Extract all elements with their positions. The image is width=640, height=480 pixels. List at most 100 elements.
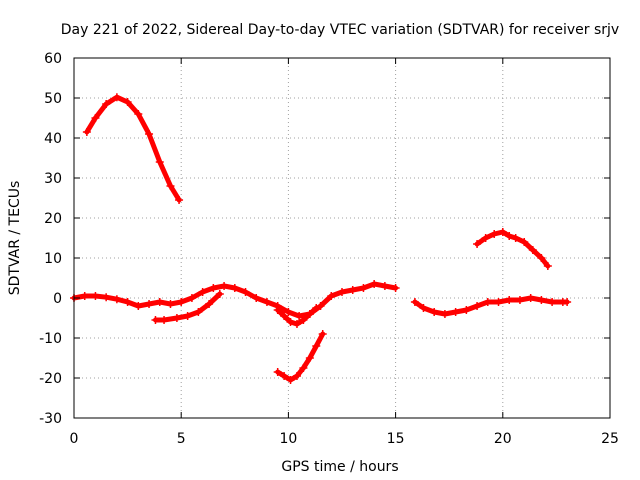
data-point <box>292 320 301 328</box>
data-point <box>280 312 289 320</box>
data-point <box>548 298 557 306</box>
data-point <box>543 262 552 270</box>
data-point <box>305 354 314 362</box>
data-point <box>205 300 214 308</box>
data-point <box>327 292 336 300</box>
data-point <box>528 246 537 254</box>
x-axis-label: GPS time / hours <box>281 459 398 475</box>
data-point <box>183 312 192 320</box>
data-point <box>299 316 308 324</box>
axis-ticks: 0 5 10 15 20 25 -30 -20 -10 0 10 20 30 40 50 60 <box>39 51 619 447</box>
data-point <box>419 304 428 312</box>
series-arc-4 <box>273 330 327 384</box>
data-point <box>273 306 282 314</box>
data-point <box>134 302 143 310</box>
data-point <box>198 288 207 296</box>
y-tick-label: -30 <box>39 411 62 427</box>
data-point <box>134 110 143 118</box>
x-tick-label: 20 <box>494 431 512 447</box>
data-point <box>515 296 524 304</box>
data-point <box>316 302 325 310</box>
data-series <box>70 93 572 384</box>
data-point <box>481 234 490 242</box>
data-point <box>286 318 295 326</box>
x-tick-label: 25 <box>601 431 619 447</box>
y-tick-label: 10 <box>44 251 62 267</box>
y-tick-label: 20 <box>44 211 62 227</box>
data-point <box>102 293 111 302</box>
y-tick-label: 30 <box>44 171 62 187</box>
data-point <box>123 298 132 306</box>
data-point <box>241 288 250 296</box>
series-arc-1 <box>82 93 184 204</box>
data-point <box>172 314 181 322</box>
data-point <box>563 298 572 306</box>
y-tick-label: -10 <box>39 331 62 347</box>
data-point <box>160 316 169 324</box>
x-tick-label: 15 <box>387 431 405 447</box>
data-point <box>145 300 154 308</box>
data-point <box>252 294 261 302</box>
data-point <box>166 300 175 308</box>
data-point <box>305 310 314 318</box>
data-point <box>155 158 164 166</box>
data-point <box>451 308 460 316</box>
data-point <box>462 306 471 314</box>
data-point <box>312 342 321 350</box>
data-point <box>91 292 100 300</box>
y-axis-label: SDTVAR / TECUs <box>7 181 23 296</box>
data-point <box>112 93 121 102</box>
data-point <box>102 100 111 108</box>
data-point <box>80 292 89 300</box>
data-point <box>440 310 449 318</box>
data-point <box>498 228 507 236</box>
series-band <box>412 295 570 317</box>
data-point <box>505 296 514 304</box>
series-arc-5 <box>273 304 321 328</box>
x-tick-label: 0 <box>70 431 79 447</box>
data-point <box>299 364 308 372</box>
y-tick-label: -20 <box>39 371 62 387</box>
data-point <box>490 230 499 238</box>
data-point <box>348 286 357 294</box>
data-point <box>359 284 368 292</box>
y-tick-label: 60 <box>44 51 62 67</box>
data-point <box>209 284 218 292</box>
plot-frame <box>73 57 611 419</box>
data-point <box>273 368 282 376</box>
data-point <box>112 295 121 304</box>
data-point <box>262 298 271 306</box>
data-point <box>410 298 419 306</box>
series-arc-7 <box>473 228 552 270</box>
data-point <box>473 302 482 310</box>
x-tick-label: 5 <box>177 431 186 447</box>
series-arc-3 <box>151 290 224 324</box>
data-point <box>166 182 175 190</box>
data-point <box>295 312 304 320</box>
data-point <box>520 238 529 246</box>
data-point <box>145 130 154 138</box>
data-point <box>123 98 132 106</box>
data-point <box>215 290 224 298</box>
data-point <box>280 372 289 380</box>
data-point <box>187 294 196 302</box>
data-point <box>155 298 164 306</box>
x-tick-label: 10 <box>279 431 297 447</box>
series-arc-6 <box>410 294 572 318</box>
data-point <box>483 298 492 306</box>
data-point <box>292 372 301 380</box>
chart-title: Day 221 of 2022, Sidereal Day-to-day VTE… <box>61 22 619 38</box>
data-point <box>91 114 100 122</box>
data-point <box>380 282 389 290</box>
data-point <box>537 296 546 304</box>
series-band <box>84 94 182 203</box>
data-point <box>230 284 239 292</box>
data-point <box>312 304 321 312</box>
data-point <box>370 280 379 288</box>
data-point <box>82 128 91 136</box>
data-point <box>505 232 514 240</box>
data-point <box>284 308 293 316</box>
y-tick-label: 0 <box>53 291 62 307</box>
